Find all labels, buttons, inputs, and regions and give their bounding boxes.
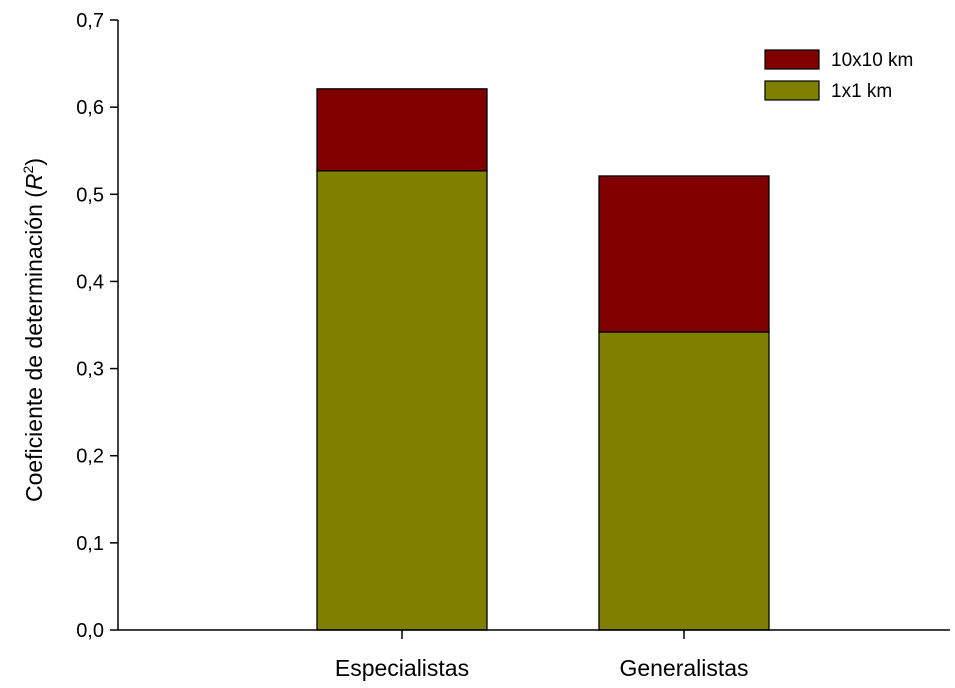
legend-label-0: 1x1 km (831, 81, 892, 102)
y-tick-label: 0,0 (76, 620, 104, 642)
legend-swatch-1 (764, 49, 820, 70)
y-axis-title-close: ) (21, 158, 47, 166)
y-tick-label: 0,3 (76, 359, 104, 381)
y-axis-title-sup: 2 (20, 165, 36, 173)
legend-swatch-0 (764, 80, 820, 101)
bar-especialistas-series-0 (316, 170, 488, 631)
x-tick-label-especialistas: Especialistas (335, 655, 469, 681)
axes-layer (110, 19, 950, 639)
bar-generalistas-series-0 (598, 331, 770, 631)
y-tick-label: 0,6 (76, 97, 104, 119)
y-tick-label: 0,1 (76, 533, 104, 555)
bars-layer (316, 88, 770, 631)
y-tick-label: 0,2 (76, 446, 104, 468)
legend-label-1: 10x10 km (831, 50, 913, 71)
labels-layer: 0,0 0,1 0,2 0,3 0,4 0,5 0,6 0,7 Especialistas Gen… (76, 10, 748, 681)
y-tick-label: 0,4 (76, 271, 104, 293)
bar-especialistas-series-1 (316, 88, 488, 172)
y-tick-label: 0,7 (76, 10, 104, 32)
legend: 10x10 km 1x1 km (764, 49, 913, 102)
x-tick-label-generalistas: Generalistas (619, 655, 748, 681)
bar-generalistas-series-1 (598, 175, 770, 333)
y-axis-title-text: Coeficiente de determinación ( (21, 190, 47, 502)
y-tick-label: 0,5 (76, 184, 104, 206)
y-axis-title: Coeficiente de determinación (R2) (20, 158, 47, 502)
y-axis-title-var: R (21, 173, 47, 190)
